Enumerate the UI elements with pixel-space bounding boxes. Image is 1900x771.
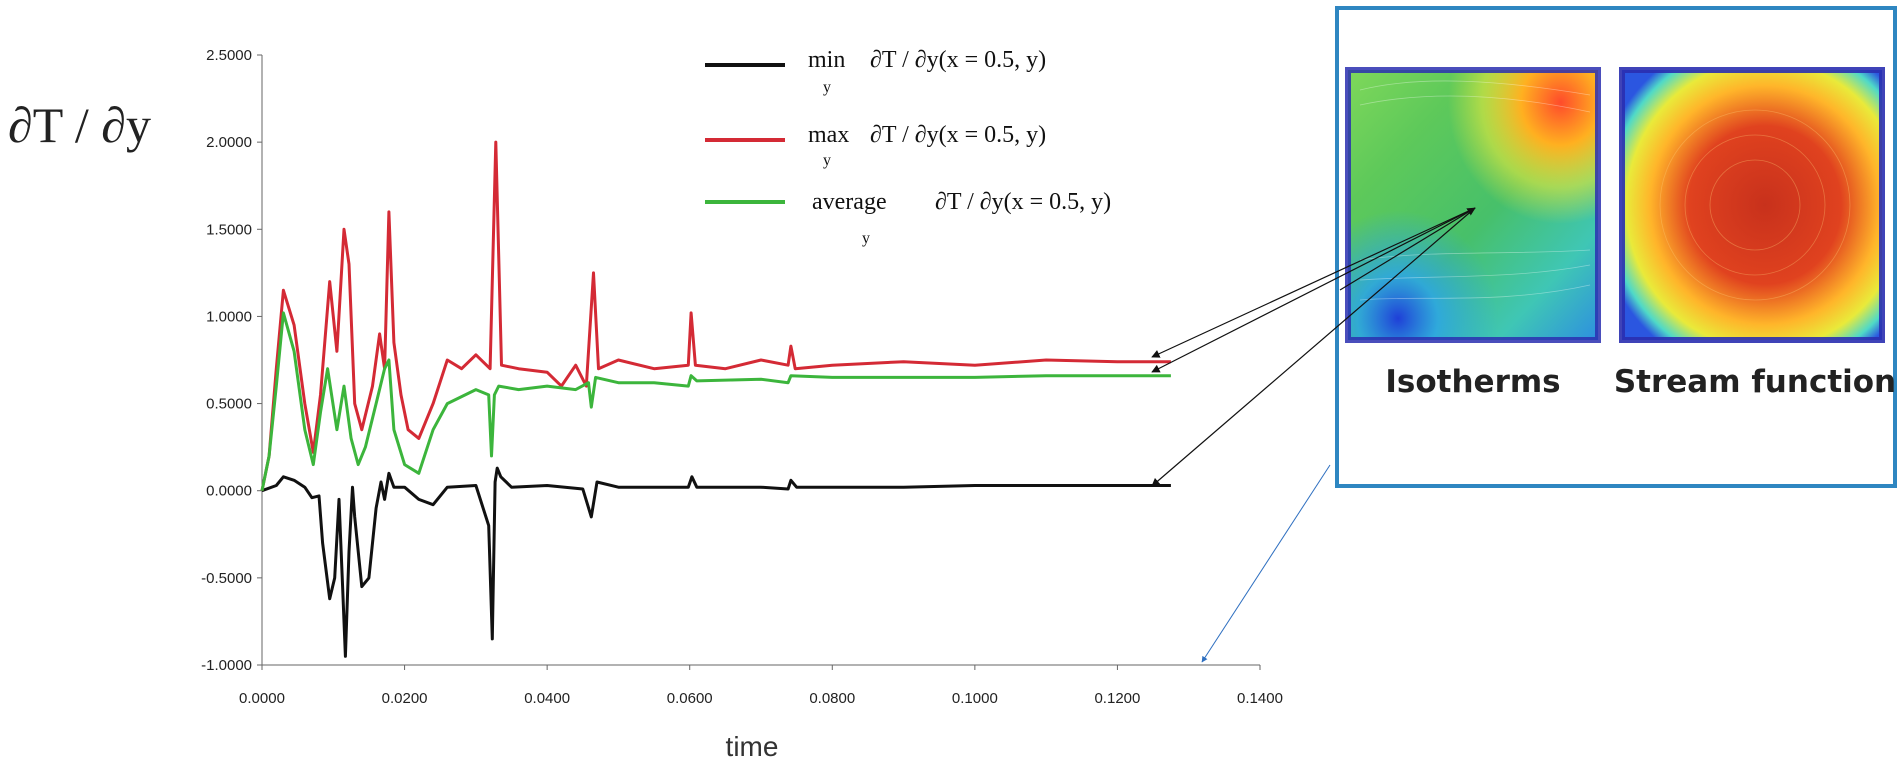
legend-sub-min: y: [823, 79, 831, 96]
series-group: [260, 140, 1171, 658]
legend-label-min: min: [808, 47, 845, 73]
legend-rest-average: ∂T / ∂y(x = 0.5, y): [935, 189, 1111, 215]
x-tick-label: 0.1200: [1094, 690, 1140, 707]
y-tick-label: 0.0000: [206, 483, 252, 500]
legend-label-max: max: [808, 122, 849, 148]
legend-entry-min: min y ∂T / ∂y(x = 0.5, y): [705, 47, 1046, 96]
series-line-min: [261, 466, 1171, 658]
legend-sub-average: y: [862, 230, 870, 247]
stream-function-plot: [1619, 67, 1885, 343]
arrow-average-to-isotherms: [1151, 207, 1476, 373]
axes: 2.5000 2.0000 1.5000 1.0000 0.5000 0.0000 -0.5…: [201, 47, 1283, 707]
stream-function-caption: Stream function: [1614, 364, 1896, 400]
annotation-arrows: [1151, 207, 1476, 663]
x-axis-title: time: [726, 731, 779, 762]
x-tick-label: 0.0400: [524, 690, 570, 707]
series-line-average: [260, 311, 1171, 491]
x-tick-label: 0.1400: [1237, 690, 1283, 707]
y-tick-label: 1.5000: [206, 221, 252, 238]
y-tick-label: 1.0000: [206, 308, 252, 325]
y-ticks: 2.5000 2.0000 1.5000 1.0000 0.5000 0.0000 -0.5…: [201, 47, 262, 674]
legend-rest-max: ∂T / ∂y(x = 0.5, y): [870, 122, 1046, 148]
x-tick-label: 0.0600: [667, 690, 713, 707]
arrow-isotherm-point: [1339, 207, 1476, 291]
y-tick-label: 2.5000: [206, 47, 252, 64]
legend: min y ∂T / ∂y(x = 0.5, y) max y ∂T / ∂y(…: [705, 47, 1111, 247]
arrow-max-to-isotherms: [1151, 207, 1476, 358]
legend-entry-average: average y ∂T / ∂y(x = 0.5, y): [705, 189, 1111, 247]
arrow-min-to-isotherms: [1151, 207, 1476, 487]
x-tick-label: 0.0800: [809, 690, 855, 707]
y-tick-label: 2.0000: [206, 134, 252, 151]
inset-panel: Isotherms Stream function: [1335, 6, 1897, 488]
y-tick-label: -0.5000: [201, 570, 252, 587]
y-tick-label: 0.5000: [206, 396, 252, 413]
legend-entry-max: max y ∂T / ∂y(x = 0.5, y): [705, 122, 1046, 169]
y-tick-label: -1.0000: [201, 657, 252, 674]
series-line-max: [260, 140, 1171, 491]
x-tick-label: 0.0200: [382, 690, 428, 707]
x-tick-label: 0.1000: [952, 690, 998, 707]
legend-label-average: average: [812, 189, 887, 215]
isotherms-plot: [1345, 67, 1601, 343]
arrow-inset-to-end: [1201, 464, 1331, 663]
x-tick-label: 0.0000: [239, 690, 285, 707]
y-axis-title: ∂T / ∂y: [8, 97, 151, 153]
x-ticks: 0.0000 0.0200 0.0400 0.0600 0.0800 0.1000 0.12…: [239, 665, 1283, 707]
legend-sub-max: y: [823, 152, 831, 169]
isotherms-caption: Isotherms: [1385, 364, 1560, 400]
legend-rest-min: ∂T / ∂y(x = 0.5, y): [870, 47, 1046, 73]
